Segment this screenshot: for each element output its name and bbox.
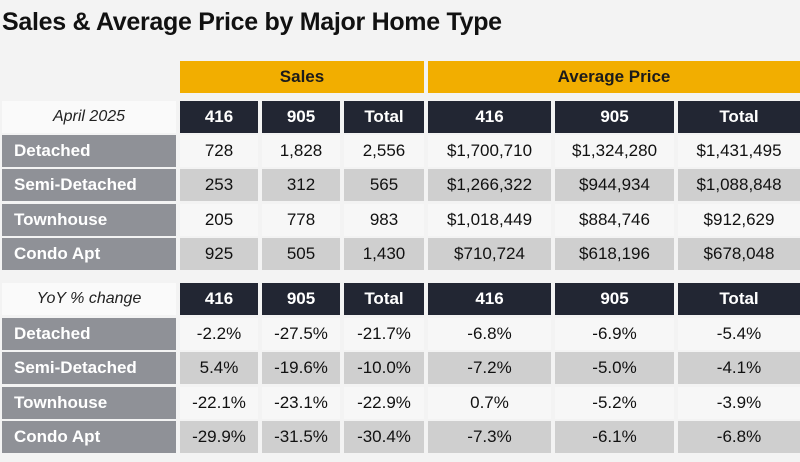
table-cell: -22.9% [344, 387, 424, 419]
table-cell: $710,724 [428, 238, 551, 270]
table-cell: 205 [180, 204, 258, 236]
table-cell: -30.4% [344, 421, 424, 453]
table-cell: $678,048 [678, 238, 800, 270]
table-cell: $944,934 [555, 169, 674, 201]
column-header: 416 [180, 283, 258, 315]
table-cell: $1,700,710 [428, 135, 551, 167]
table-cell: 2,556 [344, 135, 424, 167]
column-header: 905 [555, 283, 674, 315]
column-header: Total [344, 283, 424, 315]
table-cell: 0.7% [428, 387, 551, 419]
table-cell: 983 [344, 204, 424, 236]
table-cell: -10.0% [344, 352, 424, 384]
table-cell: $1,324,280 [555, 135, 674, 167]
table-cell: 1,430 [344, 238, 424, 270]
table-cell: -4.1% [678, 352, 800, 384]
table-cell: -6.1% [555, 421, 674, 453]
table-cell: -29.9% [180, 421, 258, 453]
table-cell: $1,431,495 [678, 135, 800, 167]
column-header: 416 [180, 101, 258, 133]
group-header-sales: Sales [180, 61, 424, 93]
table-cell: -6.8% [428, 318, 551, 350]
table-cell: -5.4% [678, 318, 800, 350]
table-cell: $1,266,322 [428, 169, 551, 201]
table-cell: -3.9% [678, 387, 800, 419]
chart-title: Sales & Average Price by Major Home Type [2, 8, 502, 36]
column-header: 905 [555, 101, 674, 133]
table-cell: -27.5% [262, 318, 340, 350]
column-header: Total [678, 101, 800, 133]
row-label: Condo Apt [2, 421, 176, 453]
table-cell: $884,746 [555, 204, 674, 236]
table-cell: -21.7% [344, 318, 424, 350]
table-cell: -23.1% [262, 387, 340, 419]
table-cell: -31.5% [262, 421, 340, 453]
column-header: Total [678, 283, 800, 315]
group-header-average-price: Average Price [428, 61, 800, 93]
table-cell: $1,088,848 [678, 169, 800, 201]
row-label: Semi-Detached [2, 352, 176, 384]
period-label: April 2025 [2, 101, 176, 133]
column-header: 416 [428, 283, 551, 315]
table-cell: -5.0% [555, 352, 674, 384]
row-label: Townhouse [2, 387, 176, 419]
row-label: Detached [2, 135, 176, 167]
table-cell: 1,828 [262, 135, 340, 167]
table-cell: 253 [180, 169, 258, 201]
table-cell: 925 [180, 238, 258, 270]
row-label: Detached [2, 318, 176, 350]
table-cell: -2.2% [180, 318, 258, 350]
table-cell: -19.6% [262, 352, 340, 384]
column-header: Total [344, 101, 424, 133]
column-header: 416 [428, 101, 551, 133]
period-label: YoY % change [2, 283, 176, 315]
column-header: 905 [262, 101, 340, 133]
table-cell: -22.1% [180, 387, 258, 419]
table-cell: -7.2% [428, 352, 551, 384]
table-cell: 778 [262, 204, 340, 236]
table-cell: $618,196 [555, 238, 674, 270]
table-cell: -5.2% [555, 387, 674, 419]
table-cell: -6.9% [555, 318, 674, 350]
table-cell: $912,629 [678, 204, 800, 236]
table-cell: 728 [180, 135, 258, 167]
table-cell: $1,018,449 [428, 204, 551, 236]
column-header: 905 [262, 283, 340, 315]
row-label: Condo Apt [2, 238, 176, 270]
table-cell: -6.8% [678, 421, 800, 453]
table-cell: 5.4% [180, 352, 258, 384]
table-cell: 565 [344, 169, 424, 201]
table-cell: 312 [262, 169, 340, 201]
row-label: Townhouse [2, 204, 176, 236]
table-cell: 505 [262, 238, 340, 270]
table-cell: -7.3% [428, 421, 551, 453]
row-label: Semi-Detached [2, 169, 176, 201]
